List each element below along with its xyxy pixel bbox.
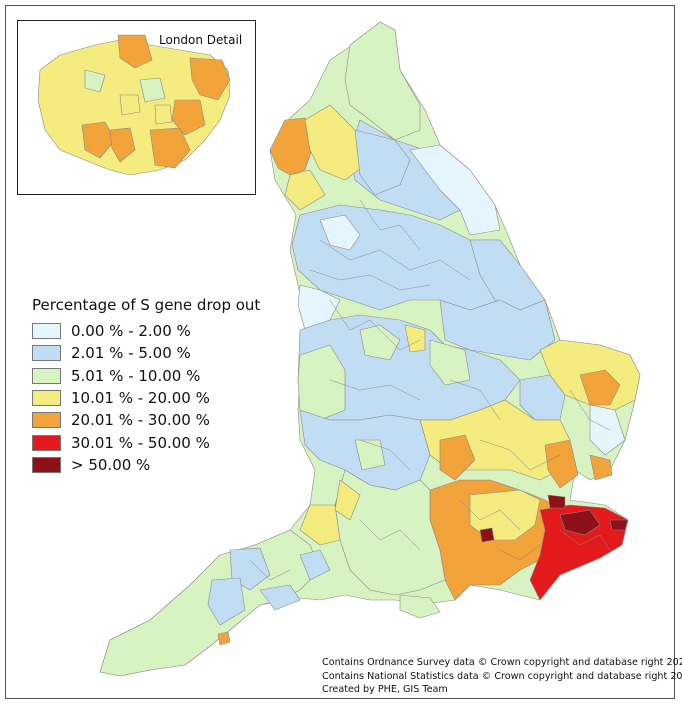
district-boundary: [309, 269, 431, 291]
map-region: [544, 439, 579, 489]
legend-item: 20.01 % - 30.00 %: [32, 409, 260, 431]
legend-item: 0.00 % - 2.00 %: [32, 320, 260, 342]
legend-label: 10.01 % - 20.00 %: [71, 389, 210, 408]
map-region: [344, 21, 421, 141]
legend-item: 2.01 % - 5.00 %: [32, 342, 260, 364]
map-region: [207, 577, 246, 626]
map-region: [589, 454, 613, 481]
legend-item: 30.01 % - 50.00 %: [32, 431, 260, 453]
map-region: [284, 169, 326, 211]
legend-label: > 50.00 %: [71, 455, 151, 474]
district-boundary: [499, 544, 541, 561]
district-boundary: [359, 439, 411, 471]
london-borough: [117, 34, 153, 69]
london-borough: [189, 57, 231, 101]
legend-item: 5.01 % - 10.00 %: [32, 365, 260, 387]
district-boundary: [569, 389, 611, 431]
legend-swatch: [32, 367, 61, 384]
map-region: [319, 214, 361, 251]
map-region: [559, 509, 601, 536]
district-boundary: [559, 529, 611, 551]
london-borough: [171, 99, 206, 136]
district-boundary: [459, 499, 521, 531]
map-region: [579, 369, 621, 406]
district-boundary: [479, 439, 561, 471]
district-boundary: [359, 199, 421, 251]
credit-line-ns: Contains National Statistics data © Crow…: [322, 670, 682, 682]
district-boundary: [329, 299, 421, 351]
inset-title: London Detail: [159, 33, 243, 47]
map-region: [589, 404, 626, 456]
london-borough: [119, 94, 141, 116]
map-region: [399, 594, 441, 619]
credit-line-os: Contains Ordnance Survey data © Crown co…: [322, 657, 682, 668]
map-region: [299, 504, 341, 546]
map-region: [334, 469, 446, 596]
legend-item: 10.01 % - 20.00 %: [32, 387, 260, 409]
map-region: [259, 584, 301, 611]
credits: Contains Ordnance Survey data © Crown co…: [322, 656, 682, 697]
legend-swatch: [32, 412, 61, 429]
district-boundary: [359, 519, 421, 551]
legend-label: 20.01 % - 30.00 %: [71, 411, 210, 430]
map-region: [439, 299, 556, 361]
map-region: [269, 117, 316, 176]
london-borough: [149, 127, 191, 169]
map-region: [217, 631, 231, 646]
map-region: [547, 494, 566, 509]
london-borough: [81, 121, 116, 159]
legend-swatch: [32, 345, 61, 362]
legend-swatch: [32, 323, 61, 340]
district-boundary: [319, 239, 471, 281]
london-borough: [84, 69, 106, 93]
district-boundary: [249, 559, 291, 581]
legend-item: > 50.00 %: [32, 454, 260, 476]
legend-label: 5.01 % - 10.00 %: [71, 366, 201, 385]
legend: Percentage of S gene drop out 0.00 % - 2…: [32, 296, 260, 476]
map-region: [359, 324, 401, 361]
legend-label: 30.01 % - 50.00 %: [71, 433, 210, 452]
credit-line-author: Created by PHE, GIS Team: [322, 684, 448, 695]
map-region: [479, 527, 495, 543]
london-borough: [109, 127, 136, 163]
map-region: [299, 549, 331, 581]
district-boundary: [449, 379, 501, 421]
map-region: [609, 519, 629, 531]
legend-swatch: [32, 434, 61, 451]
london-borough: [154, 104, 173, 125]
legend-swatch: [32, 390, 61, 407]
legend-swatch: [32, 456, 61, 473]
district-boundary: [329, 379, 421, 401]
map-region: [297, 344, 346, 421]
map-region: [529, 504, 629, 601]
legend-label: 2.01 % - 5.00 %: [71, 344, 191, 363]
map-region: [304, 104, 366, 181]
legend-label: 0.00 % - 2.00 %: [71, 322, 191, 341]
london-borough: [139, 77, 166, 103]
legend-title: Percentage of S gene drop out: [32, 296, 261, 314]
map-region: [439, 434, 476, 481]
map-region: [334, 479, 361, 521]
map-region: [354, 439, 386, 471]
map-region: [409, 144, 501, 236]
map-region: [354, 129, 411, 196]
